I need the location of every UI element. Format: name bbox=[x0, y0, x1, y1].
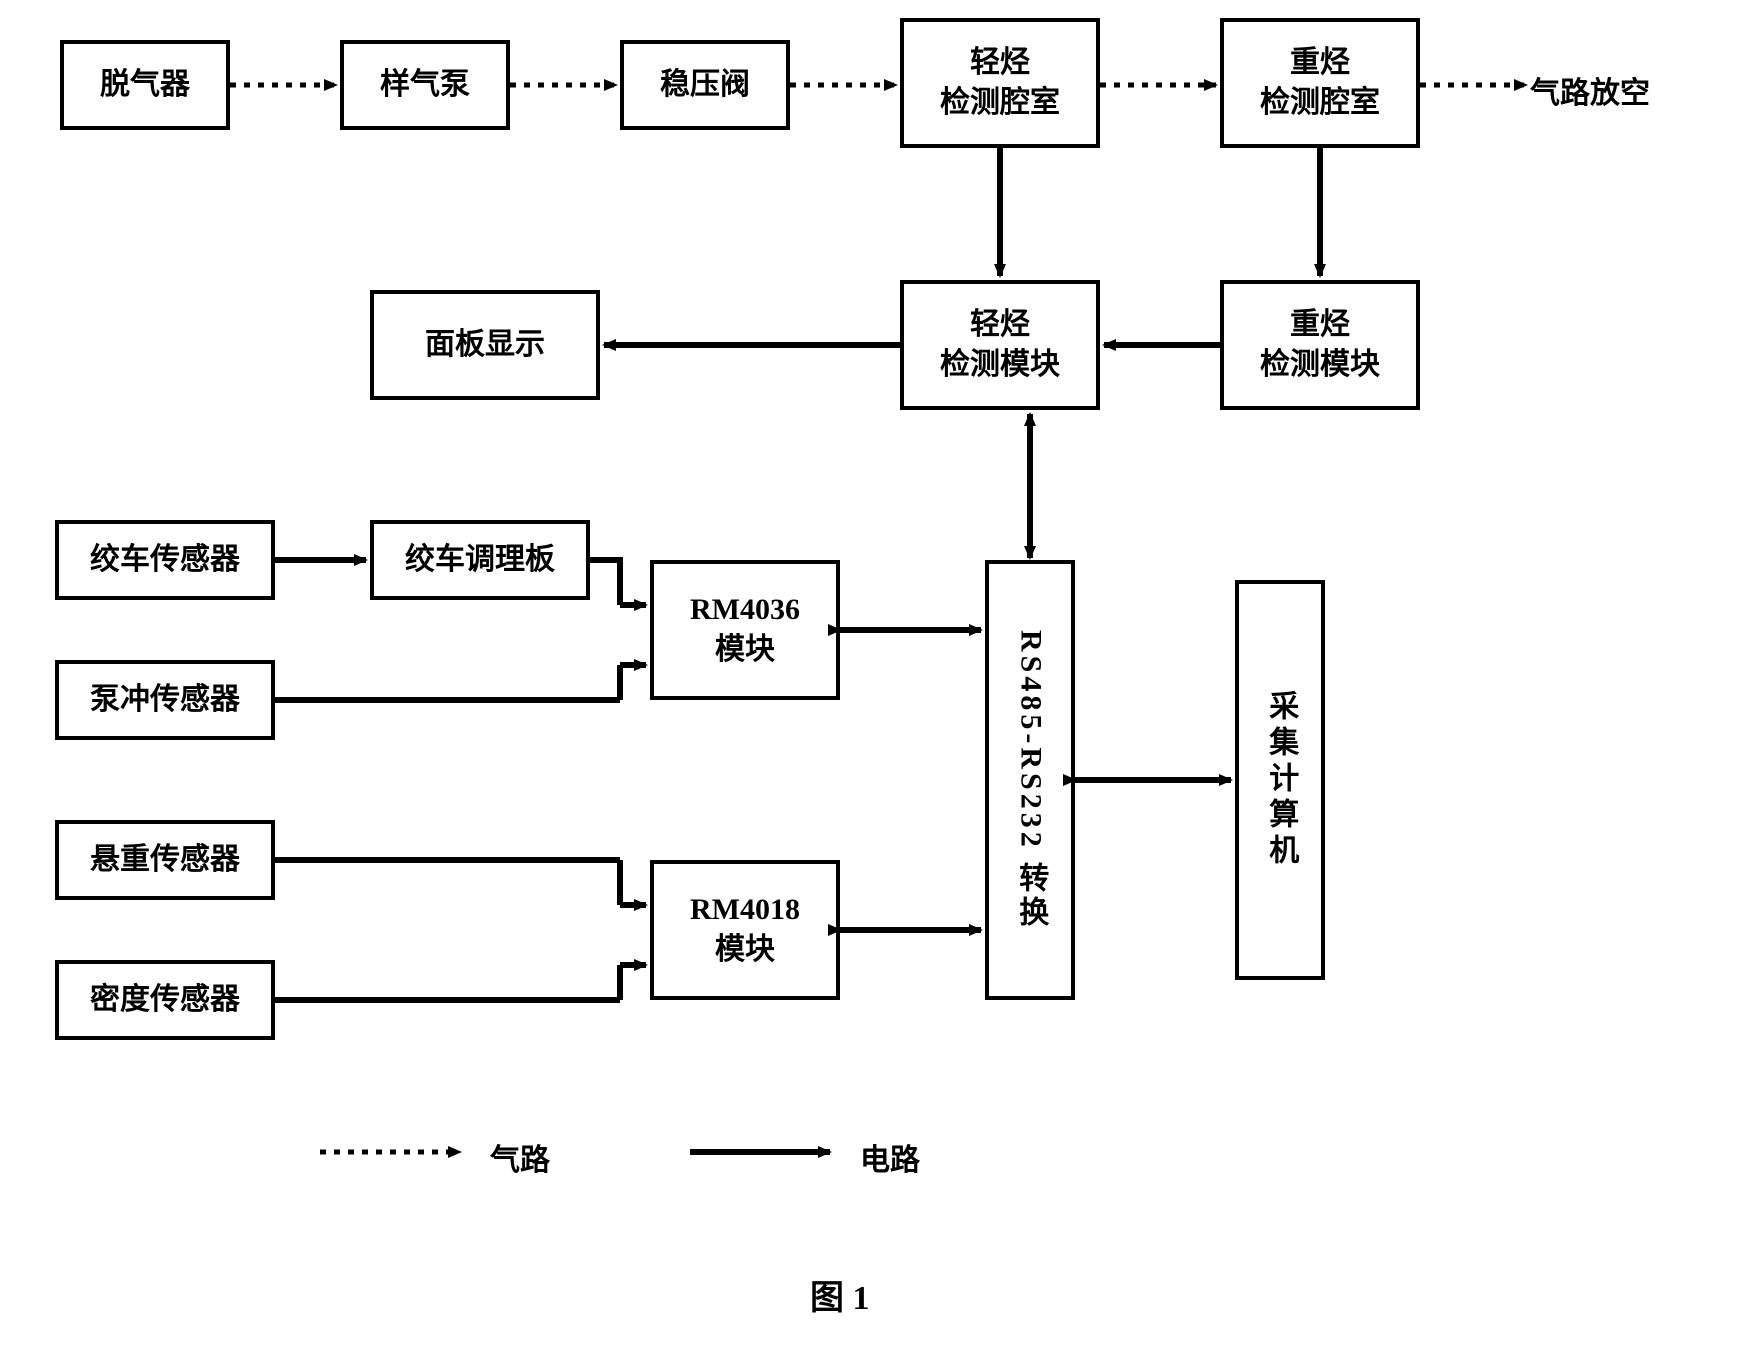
legend-gas-label: 气路 bbox=[490, 1135, 550, 1179]
node-rm4036: RM4036 模块 bbox=[650, 560, 840, 700]
node-sample-pump: 样气泵 bbox=[340, 40, 510, 130]
node-degasser: 脱气器 bbox=[60, 40, 230, 130]
node-computer: 采集计算机 bbox=[1235, 580, 1325, 980]
node-pump-sensor: 泵冲传感器 bbox=[55, 660, 275, 740]
legend-elec-label: 电路 bbox=[860, 1135, 920, 1179]
node-regulator: 稳压阀 bbox=[620, 40, 790, 130]
node-winch-cond: 绞车调理板 bbox=[370, 520, 590, 600]
node-density-sensor: 密度传感器 bbox=[55, 960, 275, 1040]
node-light-chamber: 轻烃 检测腔室 bbox=[900, 18, 1100, 148]
figure-caption: 图 1 bbox=[810, 1270, 870, 1319]
node-weight-sensor: 悬重传感器 bbox=[55, 820, 275, 900]
node-heavy-chamber: 重烃 检测腔室 bbox=[1220, 18, 1420, 148]
node-panel-display: 面板显示 bbox=[370, 290, 600, 400]
node-rm4018: RM4018 模块 bbox=[650, 860, 840, 1000]
node-winch-sensor: 绞车传感器 bbox=[55, 520, 275, 600]
label-gas-vent: 气路放空 bbox=[1530, 68, 1650, 112]
node-heavy-module: 重烃 检测模块 bbox=[1220, 280, 1420, 410]
node-light-module: 轻烃 检测模块 bbox=[900, 280, 1100, 410]
node-rs485-rs232: RS485-RS232 转换 bbox=[985, 560, 1075, 1000]
diagram-canvas: 脱气器 样气泵 稳压阀 轻烃 检测腔室 重烃 检测腔室 气路放空 面板显示 轻烃… bbox=[0, 0, 1744, 1372]
